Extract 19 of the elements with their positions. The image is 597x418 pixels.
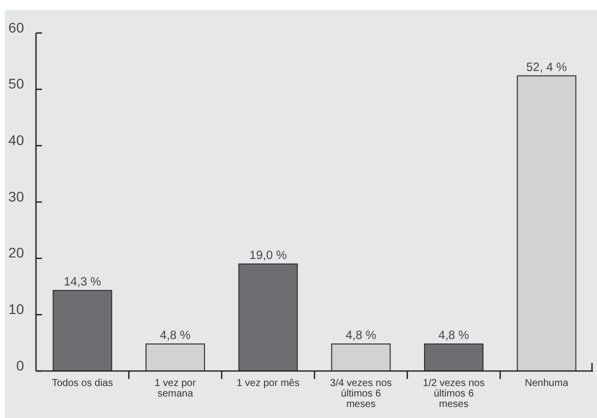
y-tick-label: 50 — [8, 76, 24, 92]
y-tick-label: 20 — [8, 244, 24, 261]
x-tick-label: 1/2 vezes nos últimos 6 meses — [422, 378, 485, 410]
data-label: 52, 4 % — [526, 60, 568, 74]
data-label: 14,3 % — [64, 274, 102, 288]
y-tick-label: 30 — [8, 188, 24, 204]
x-tick-label: 3/4 vezes nos últimos 6 meses — [330, 378, 392, 410]
data-label: 4,8 % — [438, 328, 470, 342]
y-tick-label: 60 — [8, 19, 24, 36]
x-tick-label: Nenhuma — [524, 378, 569, 389]
y-tick-label: 10 — [8, 300, 24, 317]
y-tick-label: 0 — [16, 357, 24, 374]
data-label: 4,8 % — [346, 328, 377, 342]
data-label: 4,8 % — [160, 328, 191, 342]
data-label: 19,0 % — [249, 248, 288, 262]
x-tick-label: 1 vez por semana — [154, 378, 196, 400]
x-tick-label: Todos os dias — [52, 378, 113, 389]
x-tick-label: 1 vez por mês — [236, 378, 300, 389]
y-tick-label: 40 — [8, 132, 24, 148]
